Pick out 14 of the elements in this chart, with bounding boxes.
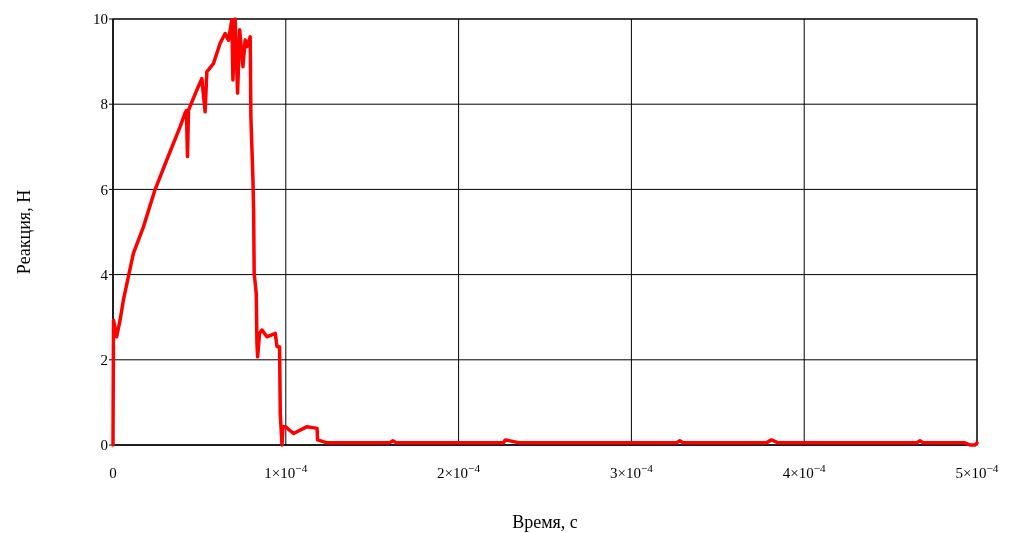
y-tick-label: 4 xyxy=(100,266,109,283)
x-tick-label: 4×10$^{−4}$ xyxy=(782,462,827,481)
x-tick-label: 5×10$^{−4}$ xyxy=(955,462,999,481)
y-tick-label: 8 xyxy=(100,96,108,113)
y-tick-label: 6 xyxy=(100,181,109,198)
y-axis-title: Реакция, Н xyxy=(14,189,34,275)
y-tick-label: 10 xyxy=(93,11,108,28)
y-tick-label: 2 xyxy=(100,352,108,369)
y-tick-label: 0 xyxy=(100,437,108,454)
x-tick-label: 1×10$^{−4}$ xyxy=(264,462,308,481)
x-tick-label: 2×10$^{−4}$ xyxy=(437,462,481,481)
x-tick-label: 3×10$^{−4}$ xyxy=(609,462,654,481)
line-series xyxy=(111,17,979,447)
x-axis-title: Время, с xyxy=(512,512,578,532)
